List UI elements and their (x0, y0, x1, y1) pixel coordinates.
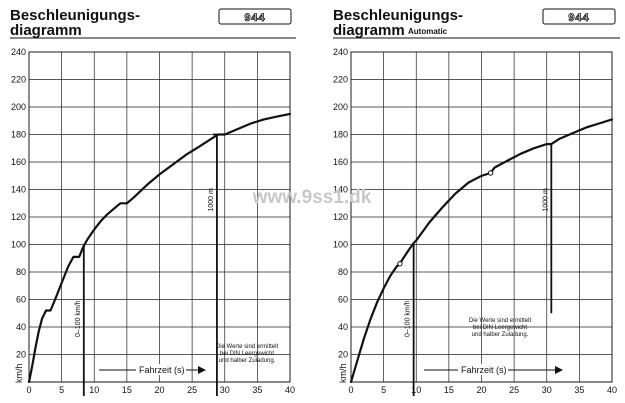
x-tick-label: 5 (59, 385, 64, 395)
y-tick-label: 140 (333, 185, 348, 195)
chart-curve: 0–100 km/h 1000 m (349, 118, 614, 396)
y-tick-label: 120 (11, 212, 26, 222)
distance-1000m-label: 1000 m (542, 188, 549, 212)
x-tick-label: 35 (252, 385, 262, 395)
logo-944-text: 944 (568, 12, 589, 24)
y-tick-label: 180 (333, 130, 348, 140)
note-line-3: und halber Zuladung. (472, 332, 529, 338)
chart-curve: 0–100 km/h 1000 m (27, 112, 292, 396)
x-tick-label: 10 (411, 385, 421, 395)
time-axis-label: Fahrzeit (s) (461, 365, 507, 375)
y-tick-label: 200 (11, 102, 26, 112)
time-arrow-head (198, 366, 206, 374)
y-tick-label: 20 (338, 350, 348, 360)
x-tick-label: 15 (122, 385, 132, 395)
x-tick-label: 5 (381, 385, 386, 395)
chart-ticks: 0 5 10 15 20 25 30 35 40 20 40 60 80 100 120 140 160 180 2… (333, 47, 617, 395)
acceleration-curve (349, 118, 614, 384)
x-tick-label: 15 (444, 385, 454, 395)
y-axis-label: km/h (338, 363, 348, 383)
y-tick-label: 80 (16, 267, 26, 277)
y-tick-label: 220 (333, 75, 348, 85)
y-tick-label: 20 (16, 350, 26, 360)
x-tick-label: 20 (154, 385, 164, 395)
y-tick-label: 60 (16, 295, 26, 305)
chart-title-line2: diagramm (333, 22, 405, 39)
note-line-1: Die Werte sind ermittelt (469, 318, 532, 324)
y-tick-label: 140 (11, 185, 26, 195)
x-tick-label: 40 (607, 385, 617, 395)
y-tick-label: 80 (338, 267, 348, 277)
time-axis-label: Fahrzeit (s) (139, 365, 185, 375)
y-tick-label: 160 (11, 157, 26, 167)
x-tick-label: 30 (220, 385, 230, 395)
y-tick-label: 180 (11, 130, 26, 140)
logo-944-badge: 944 (542, 8, 616, 25)
x-tick-label: 25 (509, 385, 519, 395)
measurement-point (397, 261, 403, 267)
chart-ticks: 0 5 10 15 20 25 30 35 40 20 40 60 80 100 120 140 160 180 2… (11, 47, 295, 395)
distance-1000m-label: 1000 m (208, 188, 215, 212)
y-tick-label: 200 (333, 102, 348, 112)
note-line-2: bei DIN Leergewicht (473, 325, 527, 331)
accel-100-label: 0–100 km/h (75, 300, 82, 337)
x-tick-label: 0 (26, 385, 31, 395)
y-tick-label: 100 (333, 240, 348, 250)
x-tick-label: 0 (348, 385, 353, 395)
x-tick-label: 25 (187, 385, 197, 395)
watermark: www.9ss1.dk (252, 187, 372, 208)
y-tick-label: 100 (11, 240, 26, 250)
note-line-2: bei DIN Leergewicht (220, 351, 274, 357)
measurement-point (487, 170, 494, 176)
chart-panel-automatic: Beschleunigungs- diagramm Automatic 944 … (333, 7, 620, 396)
x-tick-label: 10 (89, 385, 99, 395)
y-tick-label: 60 (338, 295, 348, 305)
chart-grid (28, 51, 291, 383)
x-tick-label: 35 (574, 385, 584, 395)
y-tick-label: 240 (333, 47, 348, 57)
note-block: Die Werte sind ermittelt bei DIN Leergew… (469, 318, 532, 338)
chart-subtitle: Automatic (408, 27, 448, 36)
time-arrow-head (555, 366, 563, 374)
logo-944-text: 944 (244, 12, 265, 24)
chart-panel-manual: Beschleunigungs- diagramm 944 0 5 10 15 20 25… (10, 7, 296, 396)
chart-title-line1: Beschleunigungs- (333, 7, 463, 24)
x-tick-label: 30 (542, 385, 552, 395)
chart-title-line1: Beschleunigungs- (10, 7, 140, 24)
x-tick-label: 20 (476, 385, 486, 395)
note-block: Die Werte sind ermittelt bei DIN Leergew… (216, 344, 279, 364)
note-line-1: Die Werte sind ermittelt (216, 344, 279, 350)
accel-100-label: 0–100 km/h (405, 300, 412, 337)
y-tick-label: 240 (11, 47, 26, 57)
y-tick-label: 220 (11, 75, 26, 85)
y-tick-label: 120 (333, 212, 348, 222)
y-tick-label: 40 (338, 322, 348, 332)
chart-grid (350, 51, 613, 383)
chart-title-line2: diagramm (10, 22, 82, 39)
y-tick-label: 40 (16, 322, 26, 332)
time-arrow: Fahrzeit (s) (424, 364, 563, 375)
time-label-bg (458, 364, 508, 375)
time-arrow: Fahrzeit (s) (99, 364, 206, 375)
note-line-3: und halber Zuladung. (219, 358, 276, 364)
time-label-bg (136, 364, 186, 375)
y-tick-label: 160 (333, 157, 348, 167)
y-axis-label: km/h (14, 363, 24, 383)
x-tick-label: 40 (285, 385, 295, 395)
logo-944-badge: 944 (218, 8, 292, 25)
